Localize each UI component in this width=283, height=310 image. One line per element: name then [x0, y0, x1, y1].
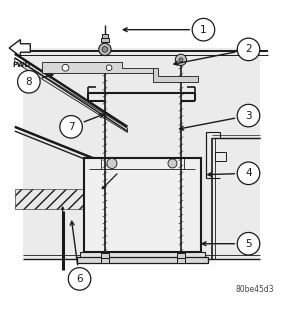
- Circle shape: [237, 38, 260, 61]
- Polygon shape: [23, 48, 260, 259]
- Text: 2: 2: [245, 44, 252, 54]
- Bar: [177, 258, 185, 263]
- Bar: [80, 252, 205, 258]
- Bar: [101, 38, 109, 42]
- Bar: [77, 257, 208, 264]
- Text: 7: 7: [68, 122, 74, 132]
- Text: 6: 6: [76, 274, 83, 284]
- Text: 4: 4: [245, 168, 252, 178]
- Text: 8: 8: [25, 77, 32, 87]
- Bar: [177, 253, 185, 258]
- Text: 80be45d3: 80be45d3: [235, 285, 274, 294]
- Circle shape: [68, 268, 91, 290]
- Polygon shape: [153, 68, 198, 82]
- Circle shape: [106, 65, 112, 70]
- Text: 1: 1: [200, 25, 207, 35]
- Circle shape: [237, 104, 260, 127]
- Bar: [101, 253, 109, 258]
- Circle shape: [60, 116, 82, 138]
- Bar: [15, 189, 99, 209]
- Circle shape: [18, 70, 40, 93]
- Polygon shape: [42, 62, 153, 73]
- Bar: [102, 34, 108, 38]
- Circle shape: [62, 64, 69, 71]
- Bar: [101, 258, 109, 263]
- Polygon shape: [15, 58, 127, 132]
- Circle shape: [99, 43, 111, 55]
- Bar: [84, 158, 201, 252]
- Polygon shape: [9, 40, 30, 56]
- Text: 3: 3: [245, 111, 252, 121]
- Circle shape: [192, 18, 215, 41]
- Circle shape: [237, 162, 260, 184]
- Circle shape: [102, 46, 108, 52]
- Polygon shape: [84, 158, 201, 252]
- Circle shape: [107, 158, 117, 169]
- Text: 5: 5: [245, 239, 252, 249]
- Circle shape: [179, 58, 183, 62]
- Circle shape: [175, 54, 186, 65]
- Circle shape: [237, 232, 260, 255]
- Text: FWD: FWD: [13, 62, 31, 68]
- Circle shape: [168, 159, 177, 168]
